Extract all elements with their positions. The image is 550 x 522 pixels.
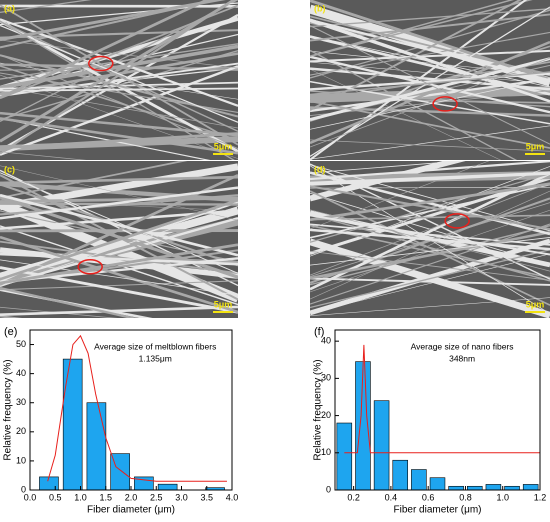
y-tick-label: 40 bbox=[16, 368, 26, 378]
panel-label: (e) bbox=[4, 326, 17, 338]
fit-curve bbox=[344, 345, 540, 453]
bar bbox=[430, 478, 445, 490]
y-tick-label: 50 bbox=[16, 339, 26, 349]
y-tick-label: 10 bbox=[16, 455, 26, 465]
annotation: Average size of nano fibers bbox=[411, 341, 514, 351]
bar bbox=[63, 359, 82, 490]
y-tick-label: 20 bbox=[16, 426, 26, 436]
sem-image: (c) 5μm bbox=[0, 150, 238, 348]
sem-image: (a) 5μm bbox=[0, 0, 238, 176]
x-tick-label: 3.5 bbox=[200, 492, 213, 502]
annotation: 1.135μm bbox=[139, 353, 172, 363]
plot-frame bbox=[30, 330, 232, 490]
bar bbox=[505, 486, 520, 490]
x-tick-label: 0.6 bbox=[422, 492, 435, 502]
x-axis-label: Fiber diameter (μm) bbox=[87, 505, 175, 516]
bar bbox=[393, 460, 408, 490]
bar bbox=[87, 403, 106, 490]
panel-label: (d) bbox=[314, 164, 326, 174]
bar bbox=[523, 484, 538, 490]
x-tick-label: 1.0 bbox=[74, 492, 87, 502]
y-axis-label: Relative frequency (%) bbox=[313, 359, 324, 460]
bar bbox=[374, 401, 389, 490]
annotation: 348nm bbox=[449, 353, 475, 363]
panel-label: (f) bbox=[314, 326, 324, 338]
bar bbox=[337, 423, 352, 490]
x-tick-label: 1.2 bbox=[534, 492, 547, 502]
bar bbox=[467, 486, 482, 490]
scale-label: 5μm bbox=[526, 299, 545, 309]
x-tick-label: 2.5 bbox=[150, 492, 163, 502]
scale-label: 5μm bbox=[526, 141, 545, 151]
x-tick-label: 0.5 bbox=[49, 492, 62, 502]
sem-image: (d) 5μm bbox=[310, 136, 550, 318]
panel-label: (b) bbox=[314, 3, 326, 13]
bar bbox=[449, 486, 464, 490]
x-axis-label: Fiber diameter (μm) bbox=[394, 505, 482, 516]
y-axis-label: Relative frequency (%) bbox=[3, 359, 14, 460]
bar bbox=[486, 484, 501, 490]
bar bbox=[158, 484, 177, 490]
y-tick-label: 30 bbox=[16, 397, 26, 407]
x-tick-label: 1.0 bbox=[496, 492, 509, 502]
scale-label: 5μm bbox=[214, 141, 233, 151]
y-tick-label: 0 bbox=[21, 484, 26, 494]
panel-label: (a) bbox=[4, 3, 15, 13]
x-tick-label: 4.0 bbox=[226, 492, 239, 502]
annotation: Average size of meltblown fibers bbox=[94, 341, 216, 351]
sem-image: (b) 5μm bbox=[310, 0, 550, 184]
x-tick-label: 2.0 bbox=[125, 492, 138, 502]
panel-label: (c) bbox=[4, 164, 15, 174]
x-tick-label: 0.8 bbox=[459, 492, 472, 502]
y-tick-label: 0 bbox=[326, 484, 331, 494]
x-tick-label: 3.0 bbox=[175, 492, 188, 502]
x-tick-label: 1.5 bbox=[99, 492, 112, 502]
x-tick-label: 0.2 bbox=[347, 492, 360, 502]
x-tick-label: 0.4 bbox=[385, 492, 398, 502]
scale-label: 5μm bbox=[214, 299, 233, 309]
bar bbox=[411, 470, 426, 490]
